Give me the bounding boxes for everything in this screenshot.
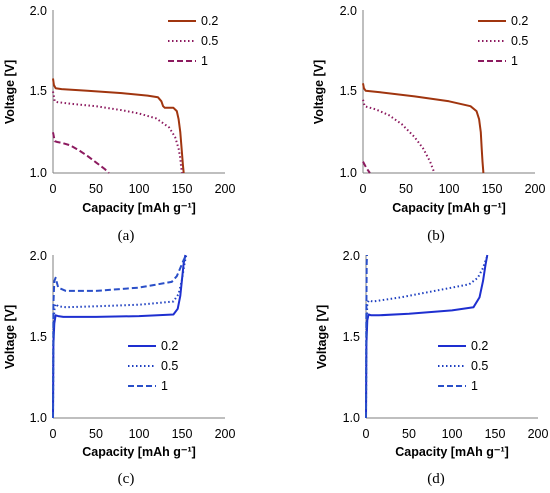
series-line-1 [365,254,368,419]
legend-label: 0.2 [511,14,528,28]
panel-caption: (a) [118,228,135,244]
x-tick-label: 200 [525,182,546,196]
x-axis-label: Capacity [mAh g⁻¹] [82,445,196,459]
x-tick-label: 150 [485,427,506,441]
x-tick-label: 50 [402,427,416,441]
x-tick-label: 100 [442,427,463,441]
series-layer [52,254,188,419]
series-layer [52,78,185,174]
x-axis-label: Capacity [mAh g⁻¹] [392,201,506,215]
legend-label: 1 [201,54,208,68]
series-line-0-5 [365,254,489,419]
x-tick-label: 200 [215,427,236,441]
y-tick-label: 2.0 [30,249,47,263]
series-line-0-5 [52,91,183,174]
legend-label: 0.5 [161,359,178,373]
panel-caption: (c) [118,471,135,487]
x-axis-label: Capacity [mAh g⁻¹] [82,201,196,215]
y-tick-label: 2.0 [343,249,360,263]
y-axis-label: Voltage [V] [3,60,17,124]
legend-label: 1 [471,379,478,393]
x-tick-label: 0 [50,182,57,196]
series-layer [365,254,489,419]
y-tick-label: 1.5 [340,84,357,98]
series-line-0-5 [362,99,436,174]
y-axis-label: Voltage [V] [312,60,326,124]
x-tick-label: 50 [399,182,413,196]
y-tick-label: 1.0 [30,166,47,180]
x-tick-label: 100 [439,182,460,196]
x-tick-label: 200 [528,427,549,441]
legend-label: 0.5 [201,34,218,48]
series-line-0-2 [362,83,485,174]
x-tick-label: 200 [215,182,236,196]
series-layer [362,83,485,174]
panel-caption: (b) [427,228,445,244]
series-line-0-2 [52,254,187,419]
x-tick-label: 150 [172,182,193,196]
panel-c: 1.0 1.5 2.0 0 50 100 150 200 Capacity [m… [3,249,235,487]
legend-label: 0.2 [201,14,218,28]
series-line-0-2 [365,254,489,419]
y-axis-label: Voltage [V] [315,305,329,369]
series-line-0-2 [52,78,185,174]
y-tick-label: 2.0 [30,4,47,18]
x-tick-label: 0 [363,427,370,441]
legend-label: 1 [511,54,518,68]
x-tick-label: 0 [50,427,57,441]
series-line-0-5 [52,254,188,419]
y-axis-label: Voltage [V] [3,305,17,369]
panel-a: 1.0 1.5 2.0 0 50 100 150 200 Capacity [m… [3,4,235,244]
legend-label: 0.2 [471,339,488,353]
x-tick-label: 150 [482,182,503,196]
legend-label: 0.5 [511,34,528,48]
x-tick-label: 50 [89,427,103,441]
x-axis-label: Capacity [mAh g⁻¹] [395,445,509,459]
series-line-1 [362,161,371,174]
x-tick-label: 0 [360,182,367,196]
panel-b: 1.0 1.5 2.0 0 50 100 150 200 Capacity [m… [312,4,545,244]
series-line-1 [52,254,188,419]
panel-d: 1.0 1.5 2.0 0 50 100 150 200 Capacity [m… [315,249,548,487]
y-tick-label: 1.5 [30,330,47,344]
x-tick-label: 50 [89,182,103,196]
y-tick-label: 1.0 [30,411,47,425]
y-tick-label: 1.5 [30,84,47,98]
panel-caption: (d) [427,471,445,487]
x-tick-label: 150 [172,427,193,441]
x-tick-label: 100 [129,427,150,441]
legend-label: 0.2 [161,339,178,353]
x-tick-label: 100 [129,182,150,196]
y-tick-label: 1.0 [343,411,360,425]
y-tick-label: 1.0 [340,166,357,180]
series-line-1 [52,132,110,174]
legend-label: 0.5 [471,359,488,373]
y-tick-label: 2.0 [340,4,357,18]
legend-label: 1 [161,379,168,393]
y-tick-label: 1.5 [343,330,360,344]
